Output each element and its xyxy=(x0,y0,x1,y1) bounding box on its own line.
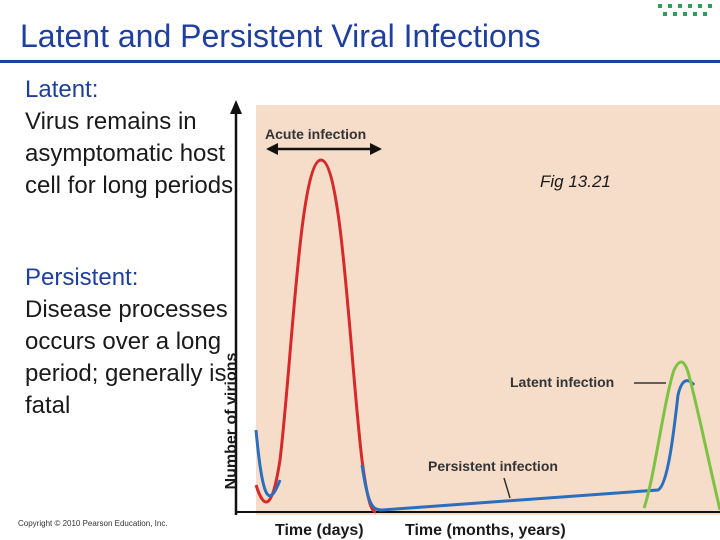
y-axis-label: Number of virions xyxy=(223,352,240,490)
persistent-description: Persistent: Disease processes occurs ove… xyxy=(25,262,240,422)
infection-figure xyxy=(222,100,720,540)
latent-description: Latent: Virus remains in asymptomatic ho… xyxy=(25,74,240,202)
persistent-text: Disease processes occurs over a long per… xyxy=(25,296,228,419)
acute-arrow-left xyxy=(266,143,278,155)
infection-diagram xyxy=(230,100,720,515)
y-axis-arrow xyxy=(230,100,242,114)
latent-infection-curve xyxy=(642,360,720,511)
latent-infection-label: Latent infection xyxy=(510,374,615,390)
title-bar: Latent and Persistent Viral Infections xyxy=(0,0,720,63)
acute-infection-label: Acute infection xyxy=(265,126,367,142)
copyright-notice: Copyright © 2010 Pearson Education, Inc. xyxy=(18,519,168,528)
figure-reference: Fig 13.21 xyxy=(540,172,611,191)
persistent-infection-label: Persistent infection xyxy=(428,458,558,474)
x-axis-label-days: Time (days) xyxy=(275,522,364,539)
x-axis-label-months-years: Time (months, years) xyxy=(405,522,566,539)
slide-title: Latent and Persistent Viral Infections xyxy=(20,18,541,54)
persistent-heading: Persistent: xyxy=(25,264,139,291)
acute-infection-curve xyxy=(254,158,377,514)
figure-panel xyxy=(256,105,720,515)
decorative-dots xyxy=(656,2,716,22)
persistent-leader-line xyxy=(503,477,511,499)
latent-heading: Latent: xyxy=(25,76,99,103)
persistent-infection-curve xyxy=(254,379,696,512)
title-divider xyxy=(0,60,720,63)
latent-text: Virus remains in asymptomatic host cell … xyxy=(25,108,234,199)
acute-arrow-right xyxy=(370,143,382,155)
